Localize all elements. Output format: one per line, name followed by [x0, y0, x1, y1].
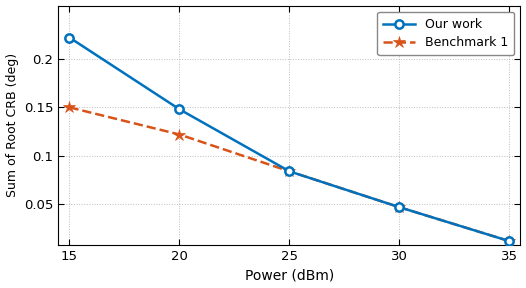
- Our work: [66, 36, 73, 39]
- Benchmark 1: [396, 206, 402, 209]
- Our work: [286, 170, 292, 173]
- Benchmark 1: [66, 106, 73, 109]
- X-axis label: Power (dBm): Power (dBm): [245, 268, 334, 283]
- Y-axis label: Sum of Root CRB (deg): Sum of Root CRB (deg): [6, 53, 18, 197]
- Benchmark 1: [507, 239, 513, 243]
- Our work: [396, 206, 402, 209]
- Line: Benchmark 1: Benchmark 1: [63, 101, 515, 247]
- Benchmark 1: [286, 170, 292, 173]
- Our work: [507, 239, 513, 243]
- Benchmark 1: [176, 133, 183, 136]
- Line: Our work: Our work: [65, 33, 513, 245]
- Legend: Our work, Benchmark 1: Our work, Benchmark 1: [377, 12, 514, 55]
- Our work: [176, 107, 183, 111]
